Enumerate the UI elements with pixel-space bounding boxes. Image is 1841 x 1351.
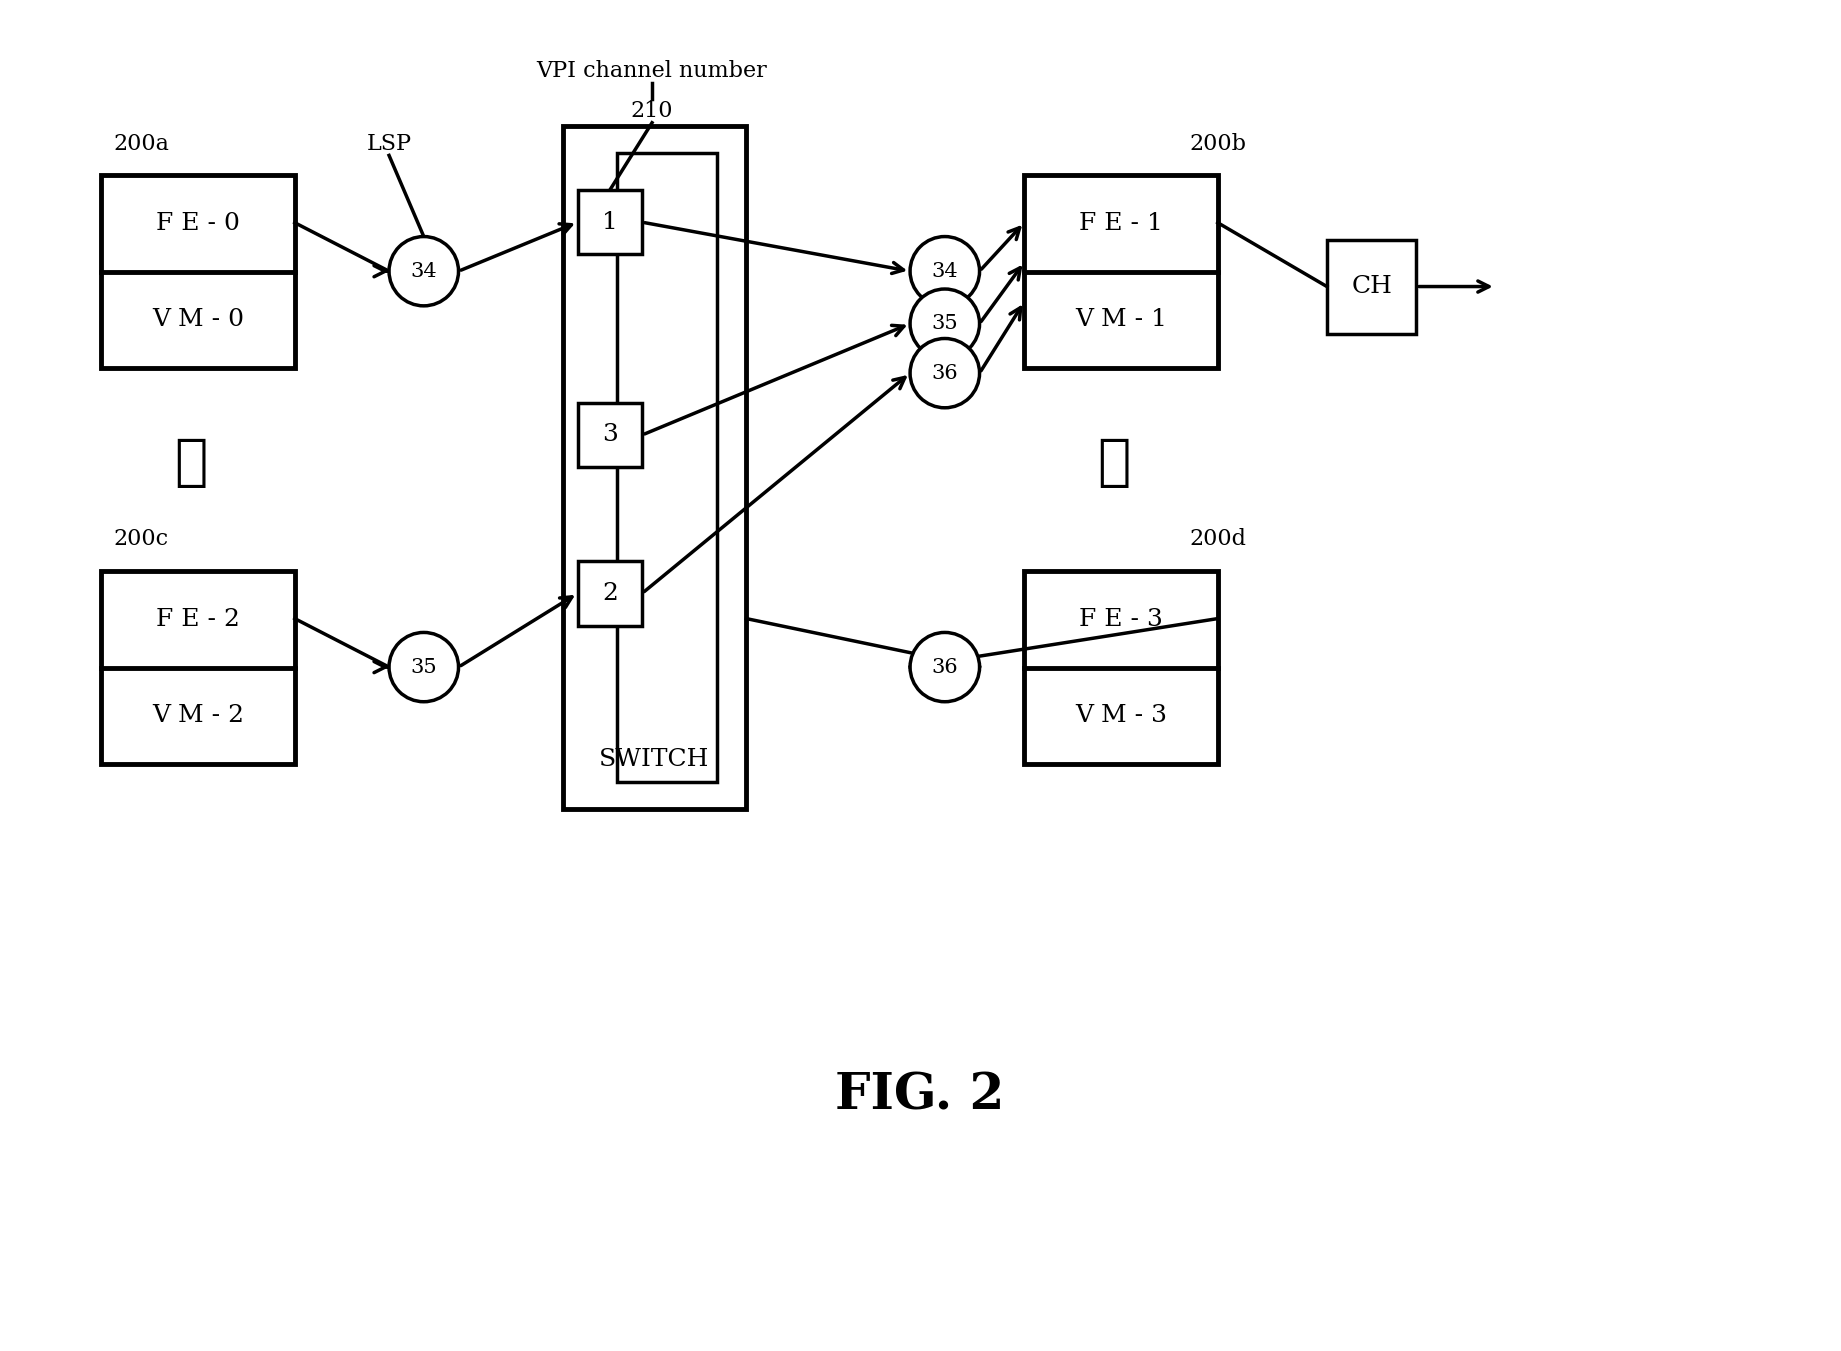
Bar <box>578 190 643 254</box>
Text: 36: 36 <box>932 363 957 382</box>
Circle shape <box>909 339 979 408</box>
Text: VPI channel number: VPI channel number <box>538 61 768 82</box>
Bar <box>101 571 295 765</box>
Text: V M - 2: V M - 2 <box>153 704 245 727</box>
Text: ⋮: ⋮ <box>1097 435 1130 489</box>
Bar <box>1327 239 1416 334</box>
Text: 34: 34 <box>932 262 957 281</box>
Text: 1: 1 <box>602 211 619 234</box>
Text: F E - 0: F E - 0 <box>156 212 239 235</box>
Text: ⋮: ⋮ <box>173 435 208 489</box>
Circle shape <box>909 632 979 701</box>
Text: 35: 35 <box>411 658 436 677</box>
Text: 34: 34 <box>411 262 436 281</box>
Text: FIG. 2: FIG. 2 <box>836 1071 1005 1120</box>
Text: 200c: 200c <box>114 528 169 550</box>
Text: 2: 2 <box>602 582 619 605</box>
Text: 3: 3 <box>602 423 619 446</box>
Bar <box>617 154 716 782</box>
Text: SWITCH: SWITCH <box>600 747 711 770</box>
Text: 200a: 200a <box>112 132 169 154</box>
Circle shape <box>909 289 979 358</box>
Circle shape <box>388 236 458 305</box>
Text: 210: 210 <box>631 100 674 122</box>
Text: F E - 1: F E - 1 <box>1079 212 1164 235</box>
Bar <box>578 403 643 467</box>
Text: 200b: 200b <box>1189 132 1246 154</box>
Bar <box>563 126 746 809</box>
Text: 36: 36 <box>932 658 957 677</box>
Text: F E - 3: F E - 3 <box>1079 608 1164 631</box>
Bar <box>578 561 643 626</box>
Circle shape <box>909 236 979 305</box>
Text: 35: 35 <box>932 315 957 334</box>
Text: V M - 1: V M - 1 <box>1075 308 1167 331</box>
Text: LSP: LSP <box>366 132 412 154</box>
Text: V M - 3: V M - 3 <box>1075 704 1167 727</box>
Circle shape <box>388 632 458 701</box>
Text: 200d: 200d <box>1189 528 1246 550</box>
Bar <box>1024 176 1217 369</box>
Bar <box>101 176 295 369</box>
Bar <box>1024 571 1217 765</box>
Text: CH: CH <box>1351 276 1392 299</box>
Text: V M - 0: V M - 0 <box>153 308 245 331</box>
Text: F E - 2: F E - 2 <box>156 608 239 631</box>
